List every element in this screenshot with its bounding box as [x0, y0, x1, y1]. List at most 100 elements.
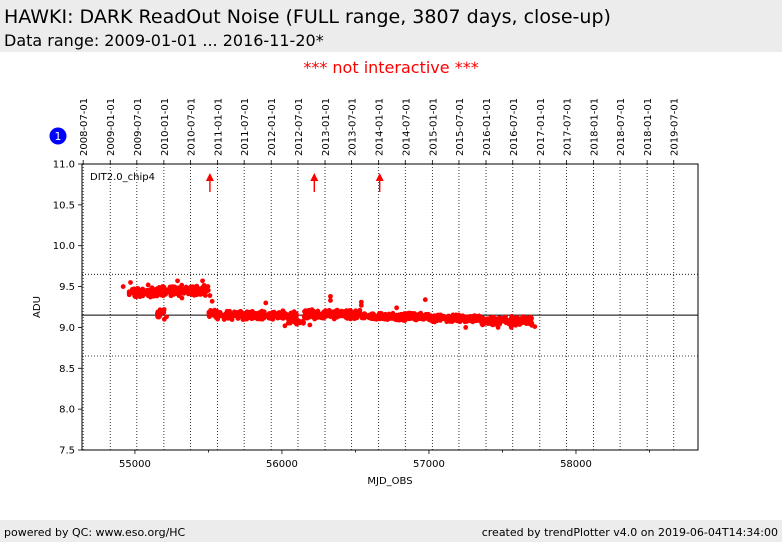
- data-point: [120, 284, 126, 289]
- data-point: [423, 312, 428, 318]
- data-point: [522, 315, 528, 321]
- data-point: [366, 315, 372, 321]
- x-tick-label: 55000: [119, 459, 151, 470]
- data-point: [302, 309, 307, 314]
- data-point: [374, 316, 379, 322]
- data-point: [480, 322, 485, 328]
- badge-number: 1: [55, 130, 62, 143]
- data-point: [175, 278, 180, 284]
- y-tick-label: 10.5: [53, 200, 75, 211]
- data-point: [128, 280, 133, 285]
- date-tick-label: 2011-07-01: [240, 98, 251, 156]
- data-point: [405, 310, 411, 316]
- data-point: [299, 319, 305, 325]
- data-point: [320, 315, 326, 321]
- data-point: [385, 317, 390, 322]
- data-point: [508, 325, 514, 330]
- data-point: [348, 313, 354, 319]
- data-point: [468, 314, 474, 319]
- data-point: [164, 314, 169, 320]
- data-point: [228, 316, 234, 322]
- data-point: [156, 310, 162, 316]
- data-point: [223, 313, 229, 318]
- data-point: [177, 285, 183, 291]
- data-point: [500, 316, 506, 321]
- data-point: [495, 325, 501, 330]
- date-tick-label: 2016-07-01: [509, 98, 520, 156]
- outlier-arrow-head: [205, 173, 214, 181]
- date-tick-label: 2018-01-01: [643, 98, 654, 156]
- data-point: [133, 294, 139, 300]
- data-point: [140, 288, 146, 294]
- data-point: [380, 316, 386, 322]
- data-point: [290, 317, 295, 323]
- data-point: [148, 286, 154, 292]
- date-tick-label: 2016-01-01: [482, 98, 493, 156]
- data-point: [263, 300, 269, 306]
- y-tick-label: 9.5: [59, 282, 75, 293]
- date-tick-label: 2012-01-01: [267, 98, 278, 156]
- data-point: [273, 311, 279, 317]
- data-point: [328, 298, 333, 303]
- data-point: [309, 307, 315, 313]
- not-interactive-notice: *** not interactive ***: [303, 58, 479, 77]
- data-point: [422, 316, 427, 322]
- data-point: [464, 314, 470, 320]
- data-point: [150, 290, 156, 296]
- data-point: [154, 293, 160, 299]
- data-point: [184, 286, 190, 292]
- x-axis-label: MJD_OBS: [367, 476, 412, 487]
- date-tick-label: 2013-07-01: [348, 98, 359, 156]
- data-point: [320, 311, 326, 317]
- data-point: [453, 312, 459, 318]
- data-point: [518, 320, 524, 326]
- plot-background: [82, 164, 698, 450]
- y-tick-label: 11.0: [53, 160, 75, 171]
- footer-powered-by: powered by QC: www.eso.org/HC: [4, 526, 186, 539]
- data-point: [202, 287, 208, 293]
- data-point: [294, 321, 300, 327]
- data-point: [241, 316, 247, 322]
- data-point: [494, 318, 499, 324]
- data-point: [186, 291, 191, 297]
- data-point: [246, 315, 251, 320]
- data-point: [352, 309, 358, 315]
- data-point: [331, 312, 337, 318]
- data-point: [312, 316, 318, 322]
- data-point: [514, 314, 520, 320]
- date-tick-label: 2019-07-01: [670, 98, 681, 156]
- data-point: [192, 291, 198, 297]
- date-tick-label: 2014-07-01: [401, 98, 412, 156]
- data-point: [507, 320, 513, 326]
- data-point: [315, 308, 321, 314]
- data-point: [463, 325, 469, 330]
- y-tick-label: 8.5: [59, 364, 75, 375]
- data-point: [200, 278, 205, 284]
- data-point: [307, 322, 313, 328]
- data-point: [391, 316, 397, 322]
- data-point: [404, 315, 410, 320]
- data-point: [156, 288, 162, 294]
- data-point: [343, 310, 349, 315]
- footer-bar: powered by QC: www.eso.org/HC created by…: [0, 520, 782, 542]
- data-point: [135, 286, 141, 292]
- data-point: [282, 323, 288, 329]
- y-tick-label: 7.5: [59, 446, 75, 457]
- data-point: [478, 316, 484, 322]
- data-point: [202, 284, 208, 289]
- data-point: [140, 293, 146, 299]
- data-point: [245, 310, 251, 315]
- data-point: [484, 316, 490, 322]
- data-point: [126, 289, 132, 295]
- data-point: [286, 320, 292, 325]
- data-point: [198, 291, 204, 297]
- data-point: [361, 314, 367, 320]
- data-point: [250, 309, 255, 314]
- date-axis: 2008-07-01 2009-01-01 2009-07-01 2010-01-01…: [79, 98, 681, 164]
- data-point: [238, 308, 244, 314]
- x-tick-label: 56000: [266, 459, 298, 470]
- data-point: [514, 321, 519, 327]
- data-point: [426, 314, 432, 320]
- data-point: [160, 288, 166, 294]
- date-tick-label: 2013-01-01: [321, 98, 332, 156]
